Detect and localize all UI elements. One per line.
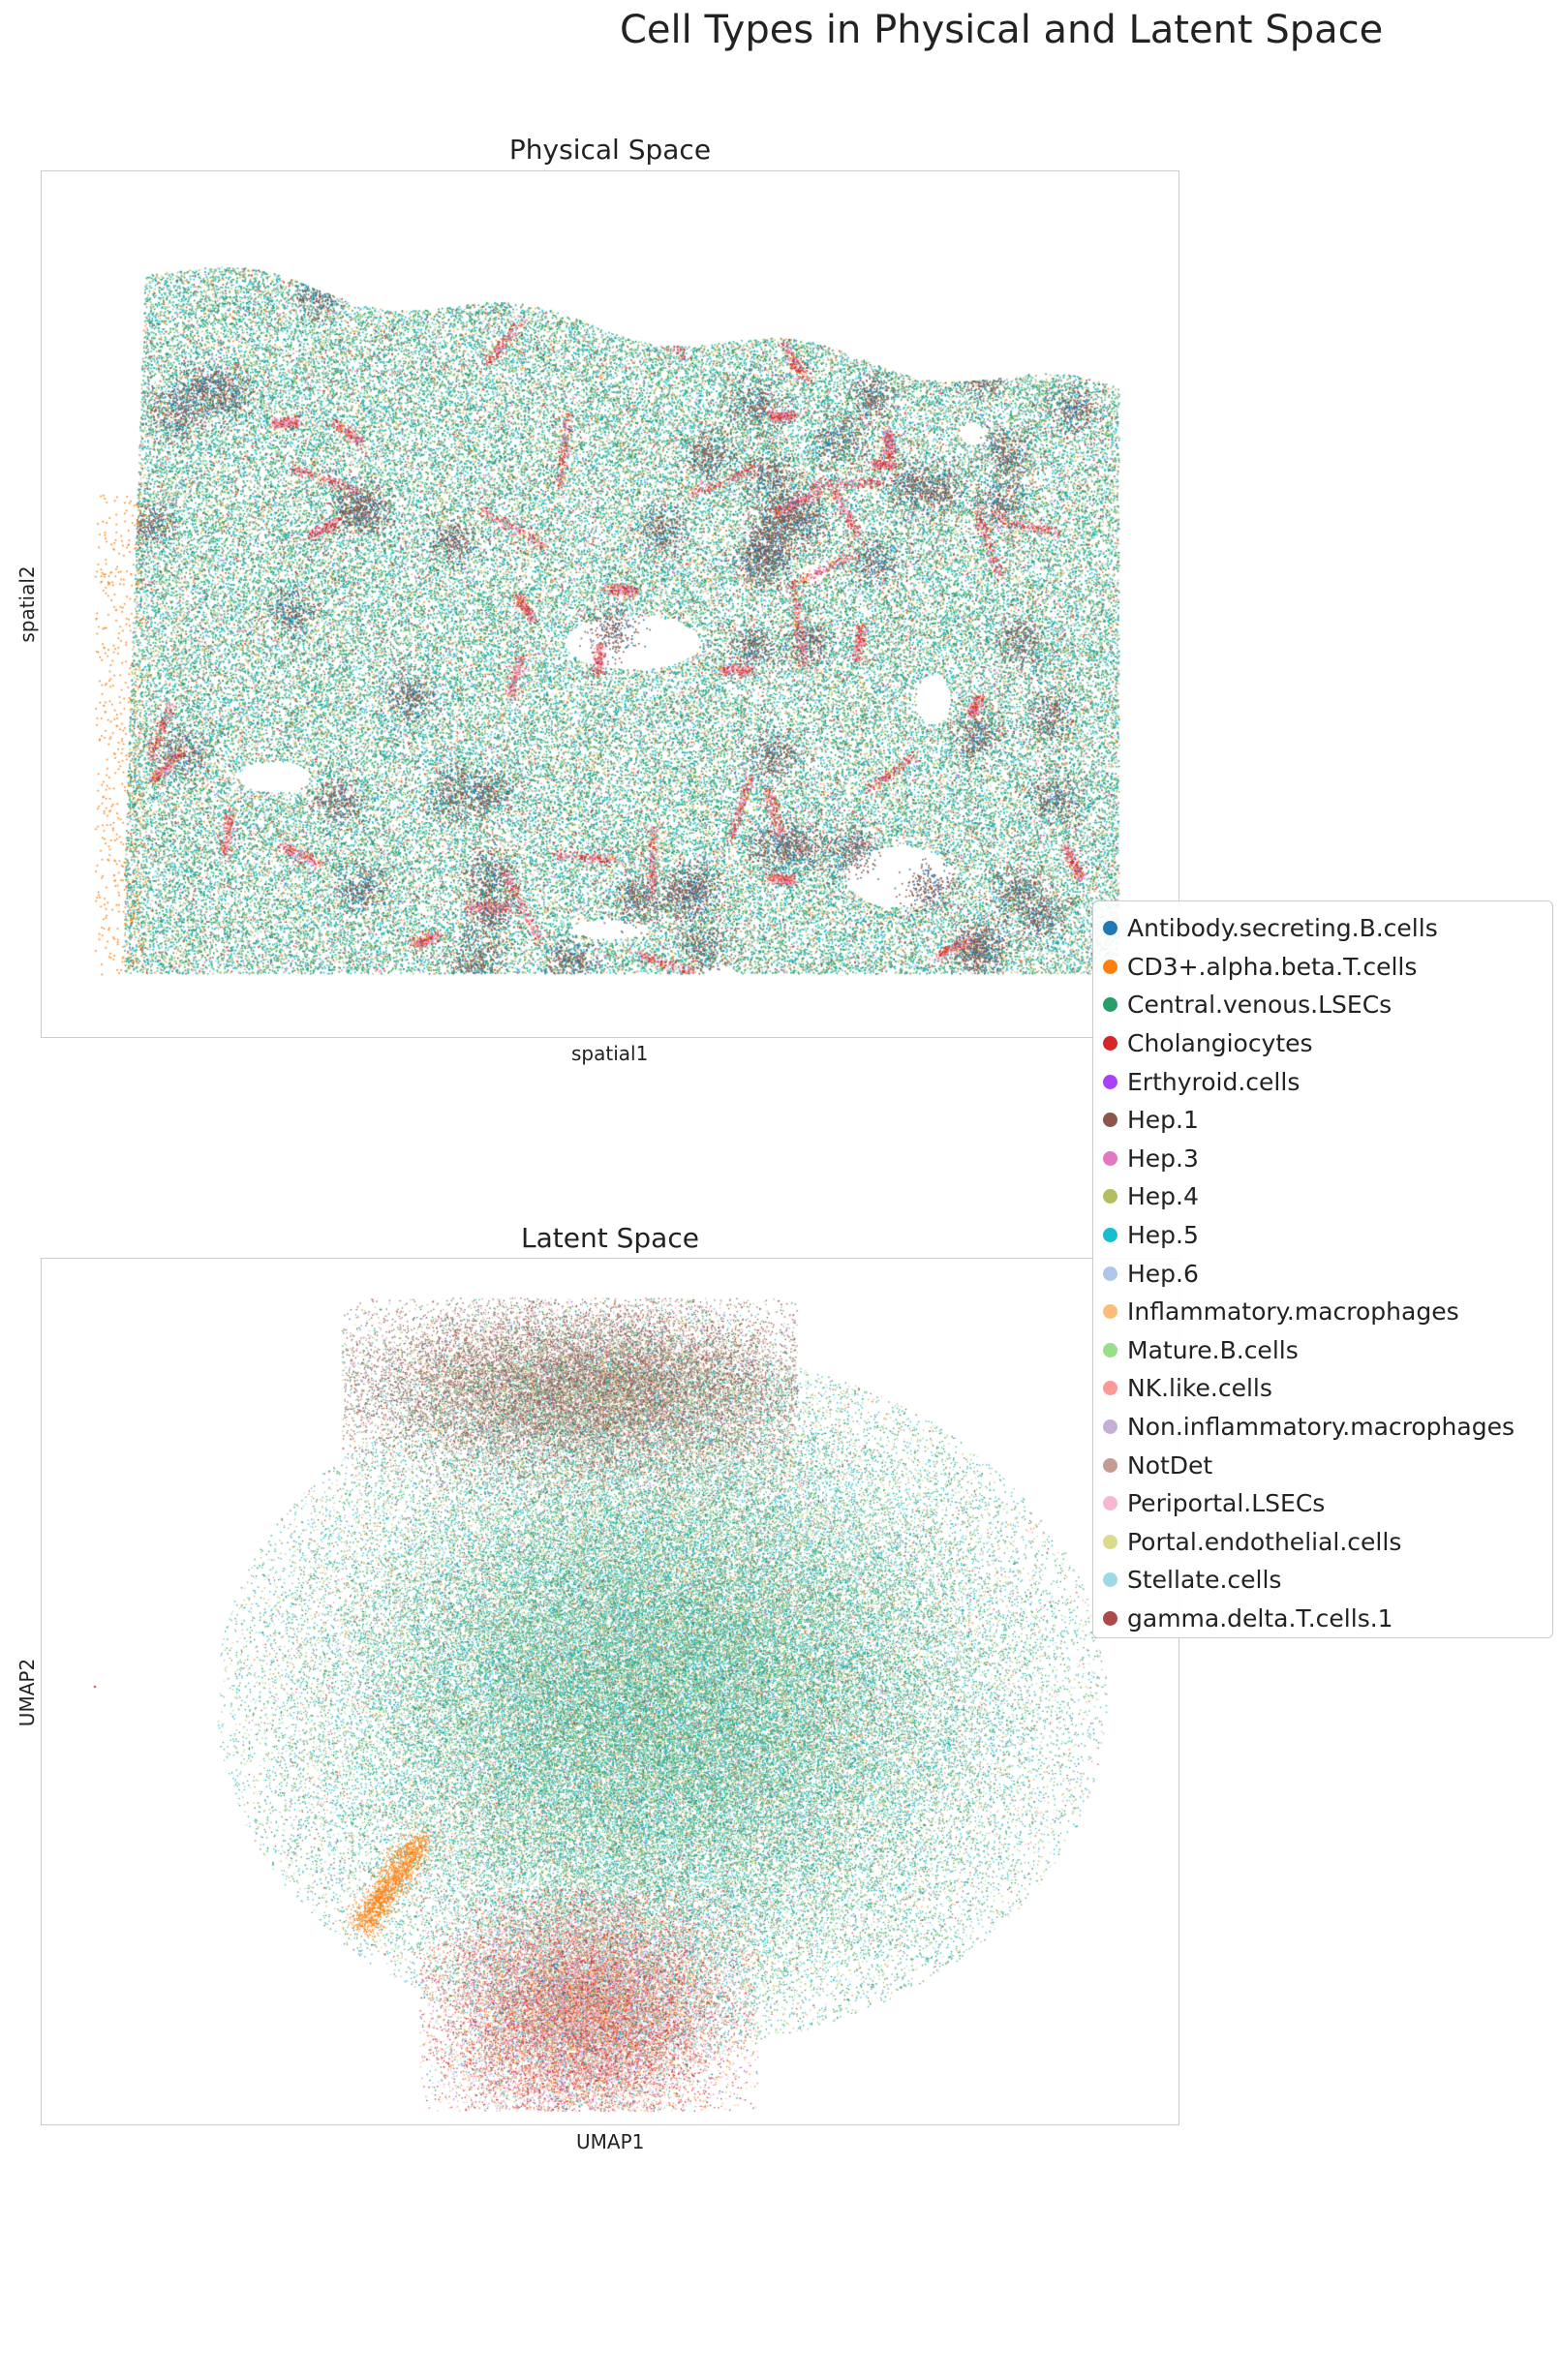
legend: Antibody.secreting.B.cells CD3+.alpha.bet… [1092,900,1553,1638]
legend-marker-icon [1103,1074,1117,1089]
legend-label: Antibody.secreting.B.cells [1127,914,1438,943]
legend-label: Mature.B.cells [1127,1335,1299,1364]
legend-label: Hep.3 [1127,1144,1199,1173]
legend-marker-icon [1103,1534,1117,1549]
legend-label: Periportal.LSECs [1127,1489,1326,1518]
latent-space-scatter [42,1259,1178,2123]
latent-ylabel: UMAP2 [15,1658,39,1727]
legend-item: Inflammatory.macrophages [1103,1293,1552,1331]
latent-space-title: Latent Space [521,1222,699,1254]
physical-space-title: Physical Space [508,134,712,166]
legend-marker-icon [1103,1304,1117,1320]
legend-label: CD3+.alpha.beta.T.cells [1127,952,1418,981]
legend-marker-icon [1103,1572,1117,1588]
legend-item: Hep.3 [1103,1140,1552,1178]
legend-label: Hep.6 [1127,1259,1199,1288]
legend-label: Cholangiocytes [1127,1029,1313,1058]
legend-label: Inflammatory.macrophages [1127,1297,1459,1327]
legend-item: Non.inflammatory.macrophages [1103,1408,1552,1447]
legend-label: gamma.delta.T.cells.1 [1127,1603,1393,1632]
latent-space-plot [41,1258,1179,2125]
legend-label: Central.venous.LSECs [1127,991,1393,1020]
legend-item: Periportal.LSECs [1103,1484,1552,1523]
legend-marker-icon [1103,1342,1117,1358]
legend-marker-icon [1103,1036,1117,1052]
legend-marker-icon [1103,1419,1117,1435]
legend-label: NotDet [1127,1450,1213,1480]
legend-marker-icon [1103,1381,1117,1396]
legend-marker-icon [1103,1610,1117,1626]
legend-item: Stellate.cells [1103,1561,1552,1600]
legend-marker-icon [1103,1496,1117,1511]
legend-marker-icon [1103,997,1117,1013]
legend-item: Hep.6 [1103,1254,1552,1293]
legend-marker-icon [1103,1228,1117,1243]
legend-marker-icon [1103,921,1117,936]
physical-xlabel: spatial1 [571,1042,649,1065]
legend-item: gamma.delta.T.cells.1 [1103,1600,1552,1638]
legend-item: Antibody.secreting.B.cells [1103,909,1552,948]
legend-item: Cholangiocytes [1103,1024,1552,1063]
legend-label: Non.inflammatory.macrophages [1127,1413,1515,1442]
legend-item: NK.like.cells [1103,1369,1552,1408]
legend-item: Mature.B.cells [1103,1331,1552,1370]
legend-item: Portal.endothelial.cells [1103,1523,1552,1562]
legend-marker-icon [1103,1266,1117,1281]
legend-item: Erthyroid.cells [1103,1062,1552,1101]
physical-space-plot [41,170,1179,1038]
legend-label: Erthyroid.cells [1127,1067,1301,1096]
latent-xlabel: UMAP1 [576,2130,645,2153]
legend-marker-icon [1103,1113,1117,1128]
legend-marker-icon [1103,1189,1117,1205]
legend-item: CD3+.alpha.beta.T.cells [1103,948,1552,987]
legend-label: Portal.endothelial.cells [1127,1527,1402,1556]
legend-item: Central.venous.LSECs [1103,986,1552,1024]
legend-label: Stellate.cells [1127,1566,1282,1595]
legend-item: Hep.5 [1103,1216,1552,1255]
physical-space-scatter [42,171,1178,1036]
legend-label: Hep.4 [1127,1182,1199,1211]
legend-marker-icon [1103,1457,1117,1473]
legend-label: NK.like.cells [1127,1374,1272,1403]
physical-ylabel: spatial2 [15,565,39,643]
legend-marker-icon [1103,959,1117,974]
legend-item: Hep.4 [1103,1177,1552,1216]
figure-title: Cell Types in Physical and Latent Space [620,8,1384,52]
legend-label: Hep.1 [1127,1106,1199,1135]
legend-item: Hep.1 [1103,1101,1552,1140]
legend-item: NotDet [1103,1446,1552,1484]
legend-marker-icon [1103,1150,1117,1166]
legend-label: Hep.5 [1127,1221,1199,1250]
